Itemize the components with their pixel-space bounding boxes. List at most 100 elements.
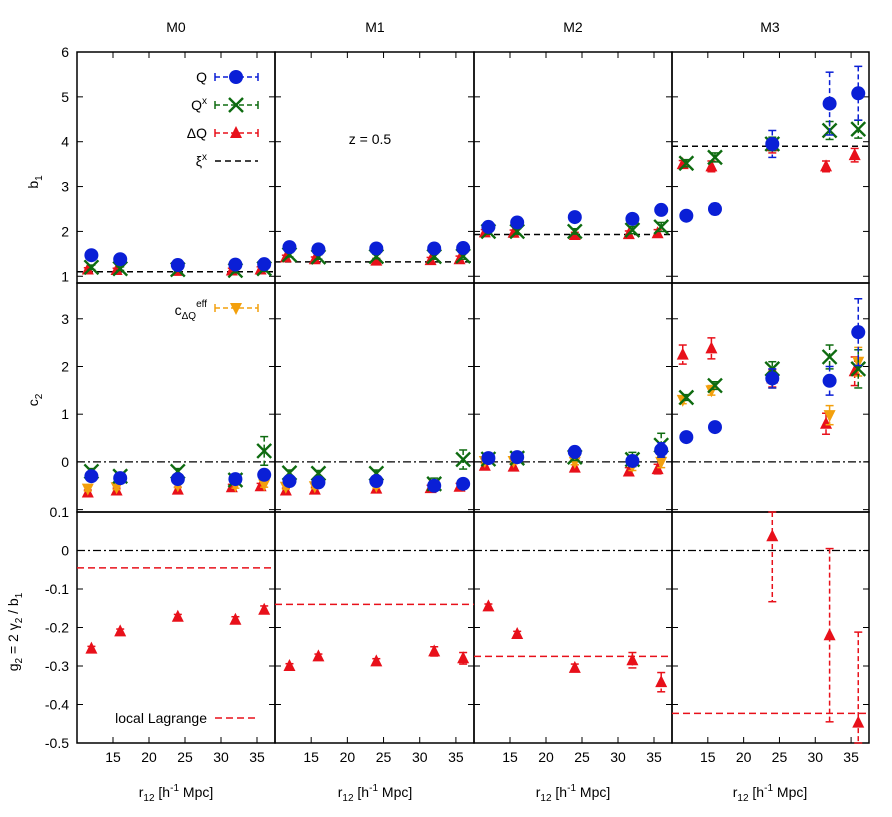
ylabel-g2-b: 2 — [14, 658, 25, 664]
y-tick-label: 6 — [61, 44, 69, 60]
ylabel-g2-c: = 2 γ — [5, 623, 21, 658]
c2-point-Q — [228, 472, 243, 487]
panel-frame-2-2 — [473, 511, 673, 744]
panel-frame-0-2 — [76, 511, 276, 744]
y-tick-label: 2 — [61, 223, 69, 239]
cross-stroke — [678, 389, 695, 406]
c2-point-Q — [427, 478, 442, 493]
g2-point-dQ — [823, 628, 836, 641]
g2-point-dQ — [568, 660, 581, 673]
cross-stroke — [707, 149, 723, 166]
b1-point-Qx — [653, 219, 670, 235]
c2-point-c_eff — [110, 482, 123, 495]
c2-point-dQ — [705, 341, 718, 354]
errorbar-Qx — [260, 435, 269, 466]
legend-label-local: local Lagrange — [115, 710, 207, 726]
xlabel-m1: r12 [h-1 Mpc] — [338, 783, 413, 804]
ylabel-b1: b1 — [25, 175, 45, 189]
cross-stroke — [228, 97, 244, 113]
cross-stroke — [707, 377, 723, 394]
x-tick-label: 35 — [843, 749, 859, 765]
b1-point-Qx — [707, 149, 723, 166]
b1-point-Q — [427, 241, 442, 256]
b1-point-Q — [851, 86, 866, 101]
panel-titles: M0 M1 M2 M3 — [166, 19, 780, 35]
b1-point-Qx — [624, 222, 641, 238]
g2-point-dQ — [766, 529, 779, 542]
legend: Q Qx ΔQ ξx cΔQeff local Lagrange — [115, 69, 207, 726]
cross-stroke — [678, 155, 695, 172]
c2-point-c_eff — [258, 479, 271, 492]
c2-point-Q — [170, 472, 185, 487]
cross-stroke — [850, 121, 867, 137]
c2-point-Q — [282, 473, 297, 488]
b1-point-dQ — [81, 262, 94, 275]
c2-point-Q — [851, 325, 866, 340]
b1-point-Q — [679, 208, 694, 223]
panel-frame-2-1 — [473, 282, 673, 513]
cross-stroke — [850, 361, 867, 377]
b1-point-Qx — [566, 223, 583, 240]
y-tick-label: 4 — [61, 134, 69, 150]
x-tick-label: 20 — [736, 749, 752, 765]
legend-marker-ceff — [230, 303, 242, 315]
cross-stroke — [83, 259, 100, 276]
cross-stroke — [653, 219, 670, 235]
c2-point-Qx — [256, 443, 273, 459]
g2-point-dQ — [428, 644, 441, 657]
legend-sample-qx — [214, 101, 259, 109]
legend-marker-q — [229, 70, 243, 84]
c2-point-Qx — [821, 349, 838, 365]
ylabel-g2: g2 = 2 γ2 / b1 — [5, 592, 25, 671]
b1-point-Q — [707, 201, 722, 216]
b1-point-dQ — [820, 159, 833, 172]
g2-point-dQ — [511, 627, 524, 640]
y-axis-labels: b1 c2 g2 = 2 γ2 / b1 — [5, 175, 45, 671]
y-tick-label: -0.5 — [45, 735, 69, 751]
cross-stroke — [455, 451, 471, 468]
y-tick-label: -0.4 — [45, 697, 69, 713]
g2-point-dQ — [626, 653, 639, 666]
c2-point-Q — [567, 444, 582, 459]
y-tick-label: 2 — [61, 358, 69, 374]
errorbar-Q — [825, 71, 834, 136]
c2-point-Q — [369, 473, 384, 488]
c2-point-dQ — [820, 416, 833, 429]
panel-frame-1-2 — [274, 511, 475, 744]
b1-point-Q — [170, 258, 185, 273]
panel-title-m0: M0 — [166, 19, 186, 35]
c2-point-c_eff — [705, 385, 718, 398]
g2-point-dQ — [258, 602, 271, 615]
b1-point-dQ — [848, 148, 861, 161]
c2-point-Q — [822, 373, 837, 388]
c2-point-dQ — [676, 347, 689, 360]
x-tick-label: 35 — [646, 749, 662, 765]
y-tick-label: 1 — [61, 268, 69, 284]
g2-point-dQ — [85, 641, 98, 654]
c2-point-Q — [625, 453, 640, 468]
x-tick-label: 15 — [502, 749, 518, 765]
b1-point-Q — [625, 211, 640, 226]
c2-point-Qx — [455, 451, 471, 468]
c2-point-Qx — [678, 389, 695, 406]
errorbar-Q — [825, 365, 834, 396]
b1-point-Qx — [850, 121, 867, 137]
b1-point-Q — [84, 248, 99, 263]
b1-point-Q — [369, 241, 384, 256]
g2-point-dQ — [171, 609, 184, 622]
g2-point-dQ — [312, 649, 325, 662]
legend-sample-dq — [214, 129, 259, 137]
b1-point-dQ — [308, 252, 321, 265]
cross-stroke — [821, 349, 838, 365]
ylabel-g2-a: g — [5, 664, 21, 672]
ylabel-g2-e: / b — [5, 598, 21, 618]
x-tick-label: 20 — [141, 749, 157, 765]
x-tick-label: 25 — [772, 749, 788, 765]
panel-title-m3: M3 — [760, 19, 780, 35]
x-tick-label: 30 — [610, 749, 626, 765]
y-tick-label: 5 — [61, 89, 69, 105]
c2-point-Q — [707, 420, 722, 435]
y-tick-label: 0.1 — [50, 504, 70, 520]
legend-label-xi: ξx — [196, 152, 207, 169]
c2-point-Q — [654, 442, 669, 457]
